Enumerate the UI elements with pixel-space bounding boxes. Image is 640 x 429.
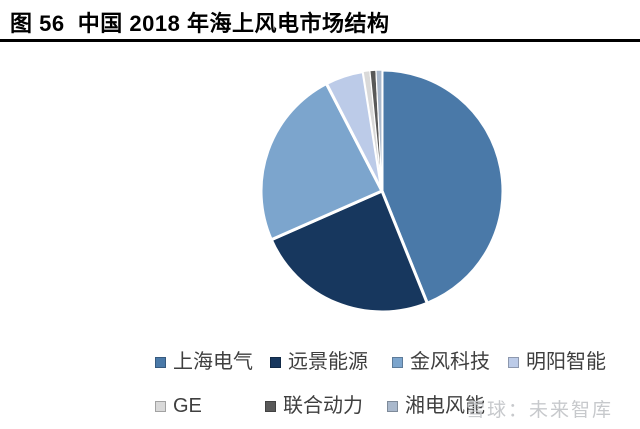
legend-label: 远景能源 (288, 351, 368, 373)
title-underline (0, 39, 640, 42)
figure-title: 图 56 中国 2018 年海上风电市场结构 (10, 11, 390, 36)
legend-item-mingyang: 明阳智能 (508, 350, 606, 374)
legend-item-envision: 远景能源 (270, 350, 368, 374)
legend-label: GE (173, 395, 202, 417)
legend-label: 明阳智能 (526, 351, 606, 373)
watermark: 雪球：未来智库 (466, 400, 614, 421)
legend-label: 联合动力 (283, 395, 363, 417)
legend-item-xemc: 湘电风能 (387, 394, 485, 418)
pie-chart (259, 68, 505, 314)
legend-swatch (508, 356, 519, 368)
pie-slice-2 (259, 82, 384, 242)
legend-swatch (155, 400, 166, 412)
legend-label: 湘电风能 (405, 395, 485, 417)
pie-slice-0 (380, 68, 505, 305)
legend-label: 上海电气 (173, 351, 253, 373)
legend-item-united-power: 联合动力 (265, 394, 363, 418)
legend-swatch (265, 400, 276, 412)
legend-swatch (387, 400, 398, 412)
legend-item-shanghai-electric: 上海电气 (155, 350, 253, 374)
legend-item-goldwind: 金风科技 (392, 350, 490, 374)
legend-label: 金风科技 (410, 351, 490, 373)
pie-slice-6 (375, 69, 383, 192)
pie-slice-1 (269, 189, 429, 314)
legend-swatch (155, 356, 166, 368)
legend-swatch (392, 356, 403, 368)
legend-item-ge: GE (155, 394, 202, 418)
legend-swatch (270, 356, 281, 368)
